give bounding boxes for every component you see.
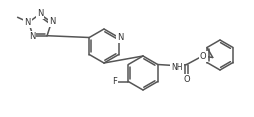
Text: NH: NH (170, 62, 182, 71)
Text: N: N (117, 33, 123, 42)
Text: N: N (49, 17, 55, 26)
Text: F: F (112, 77, 116, 86)
Text: O: O (183, 75, 189, 84)
Text: N: N (37, 9, 43, 18)
Text: N: N (29, 32, 35, 41)
Text: N: N (24, 18, 31, 27)
Text: O: O (199, 52, 206, 61)
